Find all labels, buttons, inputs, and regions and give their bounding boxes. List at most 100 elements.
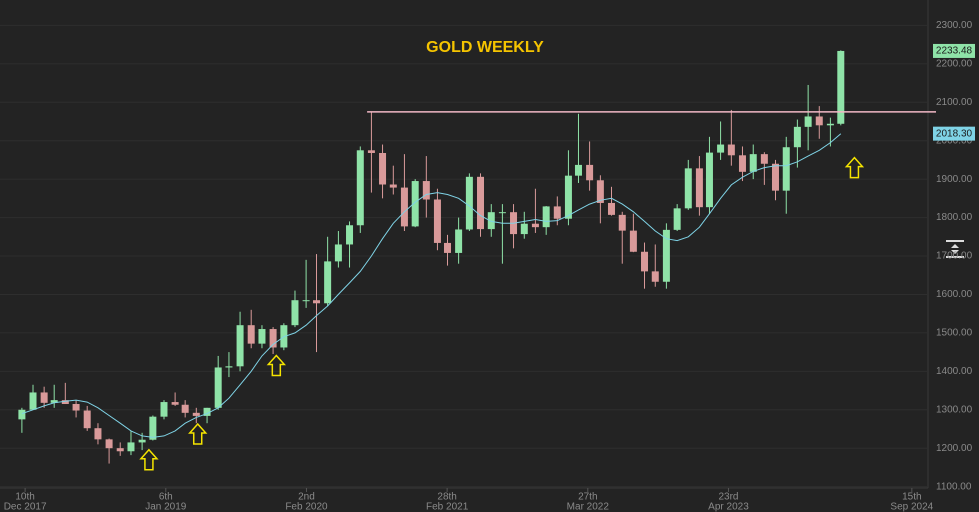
x-tick-label: 23rd: [718, 492, 738, 503]
candle-body: [105, 439, 113, 449]
x-tick-sublabel: Sep 2024: [890, 502, 933, 512]
y-tick-label: 1600.00: [936, 289, 973, 300]
candle-body: [291, 300, 299, 326]
candle-body: [269, 329, 277, 348]
x-tick-sublabel: Feb 2021: [426, 502, 469, 512]
candle-body: [116, 448, 124, 452]
candle-body: [192, 412, 200, 416]
candle-body: [324, 261, 332, 304]
candle-body: [760, 154, 768, 164]
y-tick-label: 1800.00: [936, 212, 973, 223]
last-ma-box: [933, 126, 975, 141]
candle-body: [400, 187, 408, 227]
x-tick-label: 2nd: [298, 492, 315, 503]
y-tick-label: 1700.00: [936, 251, 973, 262]
candle-body: [433, 199, 441, 243]
candle-body: [72, 403, 80, 411]
candle-body: [793, 126, 801, 148]
candle-body: [149, 416, 157, 440]
candle-body: [313, 300, 321, 304]
y-tick-label: 1200.00: [936, 443, 973, 454]
candle-body: [83, 410, 91, 429]
candle-body: [422, 181, 430, 200]
candle-body: [127, 442, 135, 452]
candle-body: [553, 206, 561, 219]
candle-body: [160, 402, 168, 417]
candle-body: [214, 367, 222, 408]
candle-body: [705, 152, 713, 208]
candle-body: [782, 147, 790, 191]
candle-body: [411, 181, 419, 227]
candle-body: [804, 116, 812, 127]
candle-body: [596, 180, 604, 203]
candle-body: [50, 400, 58, 403]
candle-body: [717, 144, 725, 153]
candle-body: [531, 223, 539, 228]
x-tick-sublabel: Mar 2022: [567, 502, 610, 512]
candle-body: [618, 214, 626, 231]
y-tick-label: 2200.00: [936, 58, 973, 69]
y-tick-label: 1300.00: [936, 404, 973, 415]
y-tick-label: 2300.00: [936, 20, 973, 31]
y-tick-label: 1500.00: [936, 328, 973, 339]
candle-body: [487, 212, 495, 230]
candle-body: [498, 212, 506, 214]
candle-body: [334, 244, 342, 262]
candle-body: [465, 176, 473, 230]
chart-title: GOLD WEEKLY: [426, 39, 544, 56]
candle-body: [662, 229, 670, 282]
up-arrow: [844, 156, 865, 179]
last-ma-label: 2018.30: [936, 128, 973, 139]
icon-arrows: [951, 244, 959, 254]
x-tick-label: 15th: [902, 492, 921, 503]
candle-body: [389, 184, 397, 188]
last-close-box: [933, 43, 975, 58]
candle-body: [346, 225, 354, 245]
candle-body: [727, 144, 735, 156]
candle-body: [542, 206, 550, 228]
candle-body: [356, 150, 364, 226]
candle-body: [520, 223, 528, 235]
candle-body: [695, 168, 703, 208]
candle-body: [40, 392, 48, 403]
candle-body: [203, 407, 211, 416]
candle-body: [815, 116, 823, 126]
candle-body: [455, 229, 463, 253]
candle-body: [749, 154, 757, 172]
y-tick-label: 1400.00: [936, 366, 973, 377]
candle-body: [258, 329, 266, 344]
candle-body: [379, 152, 387, 185]
x-tick-label: 27th: [578, 492, 597, 503]
candle-body: [94, 428, 102, 440]
candle-body: [138, 439, 146, 443]
candle-body: [367, 150, 375, 153]
candle-body: [61, 400, 69, 404]
candle-body: [684, 168, 692, 209]
y-tick-label: 1100.00: [936, 481, 972, 492]
up-arrow: [266, 354, 286, 377]
candle-body: [18, 409, 26, 420]
candle-body: [29, 392, 37, 410]
y-tick-label: 2100.00: [936, 97, 973, 108]
candle-body: [673, 208, 681, 230]
candle-body: [247, 325, 255, 344]
candle-body: [607, 202, 615, 215]
candle-body: [302, 300, 310, 302]
up-arrow: [139, 448, 159, 471]
last-close-label: 2233.48: [936, 46, 973, 57]
up-arrow: [188, 422, 208, 445]
candle-body: [564, 175, 572, 219]
x-tick-sublabel: Apr 2023: [708, 502, 749, 512]
x-tick-label: 28th: [437, 492, 456, 503]
candle-body: [225, 366, 233, 368]
candle-body: [738, 155, 746, 172]
x-tick-sublabel: Feb 2020: [285, 502, 328, 512]
candle-body: [443, 242, 451, 253]
x-tick-label: 10th: [15, 492, 34, 503]
x-tick-label: 6th: [159, 492, 173, 503]
tool-icon[interactable]: [946, 240, 964, 258]
candle-body: [771, 163, 779, 191]
x-tick-sublabel: Jan 2019: [145, 502, 187, 512]
y-tick-label: 1900.00: [936, 174, 973, 185]
candle-body: [651, 271, 659, 282]
